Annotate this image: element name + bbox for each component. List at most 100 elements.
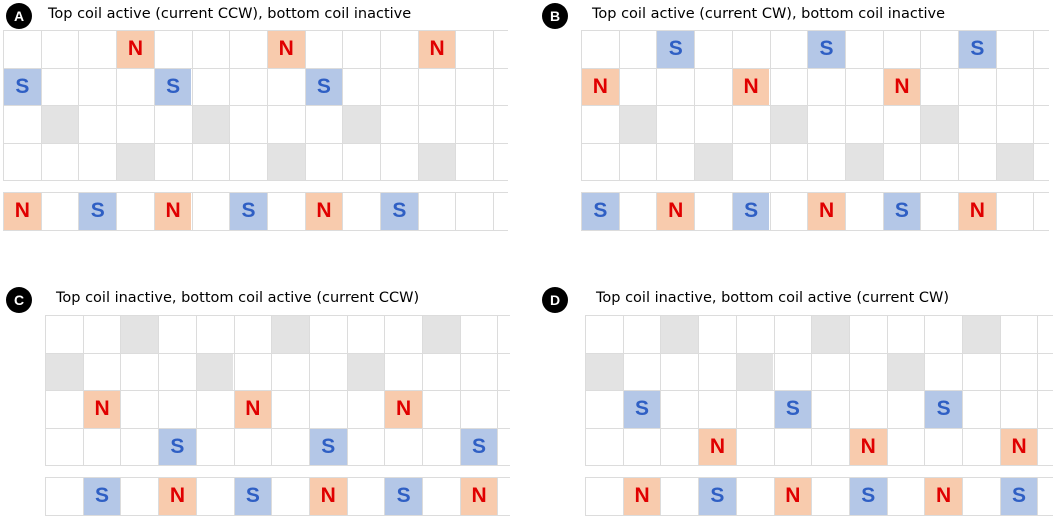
grid-line (995, 192, 997, 230)
grid-line (585, 427, 1053, 429)
grid-line (384, 315, 386, 466)
grid-line (656, 192, 658, 230)
grid-line (581, 142, 1049, 144)
grid-line (3, 67, 508, 69)
grid-line (581, 105, 1049, 107)
grid-line (848, 315, 850, 466)
north-pole: N (959, 193, 996, 230)
south-pole: S (230, 193, 267, 230)
grid-line (1037, 477, 1039, 515)
south-pole: S (582, 193, 619, 230)
grid-line (958, 192, 959, 230)
north-pole: N (267, 31, 305, 68)
grid-line (266, 192, 268, 230)
grid-line (585, 477, 1053, 478)
grid-line (618, 192, 620, 230)
grid-line (735, 477, 737, 515)
grid-line (920, 30, 922, 181)
grid-line (342, 192, 344, 230)
grid-line (417, 192, 419, 230)
grid-line (493, 30, 495, 181)
grid-line (78, 192, 80, 230)
south-pole: S (699, 478, 736, 515)
grid-line (78, 30, 80, 181)
grid-line (308, 315, 310, 466)
grid-line (3, 180, 508, 182)
grid-line (962, 477, 963, 515)
panel-title: Top coil inactive, bottom coil active (c… (56, 290, 420, 306)
inactive-cell (343, 106, 380, 143)
grid-line (384, 477, 386, 515)
grid-line (999, 315, 1001, 466)
south-pole: S (381, 193, 418, 230)
panel-title: Top coil inactive, bottom coil active (c… (596, 290, 950, 306)
grid-line (882, 30, 884, 181)
north-pole: N (460, 478, 498, 515)
inactive-cell (586, 353, 623, 391)
grid-line (229, 192, 231, 230)
south-pole: S (1000, 478, 1038, 515)
north-pole: N (657, 193, 695, 230)
grid-line (459, 315, 461, 466)
grid-line (3, 105, 508, 107)
grid-line (497, 315, 499, 466)
inactive-cell (619, 106, 657, 143)
grid-line (660, 315, 662, 466)
grid-line (581, 229, 1049, 231)
grid-line (735, 315, 737, 466)
grid-line (342, 30, 344, 181)
grid-line (581, 30, 582, 181)
grid-line (116, 30, 118, 181)
grid-line (999, 477, 1001, 515)
grid-line (694, 192, 696, 230)
inactive-cell (117, 143, 154, 181)
grid-line (844, 30, 846, 181)
north-pole: N (808, 193, 845, 230)
grid-line (1033, 30, 1035, 181)
grid-line (116, 192, 118, 230)
grid-line (585, 315, 586, 466)
south-pole: S (623, 391, 661, 428)
grid-line (45, 315, 510, 316)
inactive-cell (121, 316, 159, 353)
panel-title: Top coil active (current CCW), bottom co… (48, 6, 412, 22)
grid-line (844, 192, 846, 230)
grid-line (45, 315, 46, 466)
grid-line (308, 477, 310, 515)
inactive-cell (272, 316, 309, 353)
south-pole: S (657, 31, 695, 68)
grid-line (1037, 315, 1039, 466)
grid-line (304, 30, 306, 181)
south-pole: S (234, 478, 272, 515)
south-pole: S (385, 478, 422, 515)
grid-line (229, 30, 231, 181)
grid-line (585, 352, 1053, 354)
grid-line (698, 477, 700, 515)
north-pole: N (83, 391, 121, 428)
north-pole: N (117, 31, 154, 68)
grid-line (45, 514, 510, 516)
grid-line (45, 465, 510, 467)
grid-line (3, 30, 508, 31)
inactive-cell (41, 106, 79, 143)
grid-line (82, 477, 84, 515)
panel-badge: B (542, 3, 568, 29)
inactive-cell (423, 316, 460, 353)
grid-line (455, 30, 457, 181)
inactive-cell (267, 143, 305, 181)
grid-line (158, 477, 160, 515)
grid-line (45, 352, 510, 354)
grid-line (581, 180, 1049, 182)
grid-line (656, 30, 658, 181)
grid-line (585, 477, 586, 515)
north-pole: N (732, 68, 770, 106)
grid-line (233, 315, 235, 466)
panel-badge: D (542, 287, 568, 313)
inactive-cell (46, 353, 83, 391)
grid-line (581, 67, 1049, 69)
panel-badge: A (6, 3, 32, 29)
grid-line (769, 30, 771, 181)
grid-line (585, 315, 1053, 316)
grid-line (995, 30, 997, 181)
grid-line (807, 192, 809, 230)
